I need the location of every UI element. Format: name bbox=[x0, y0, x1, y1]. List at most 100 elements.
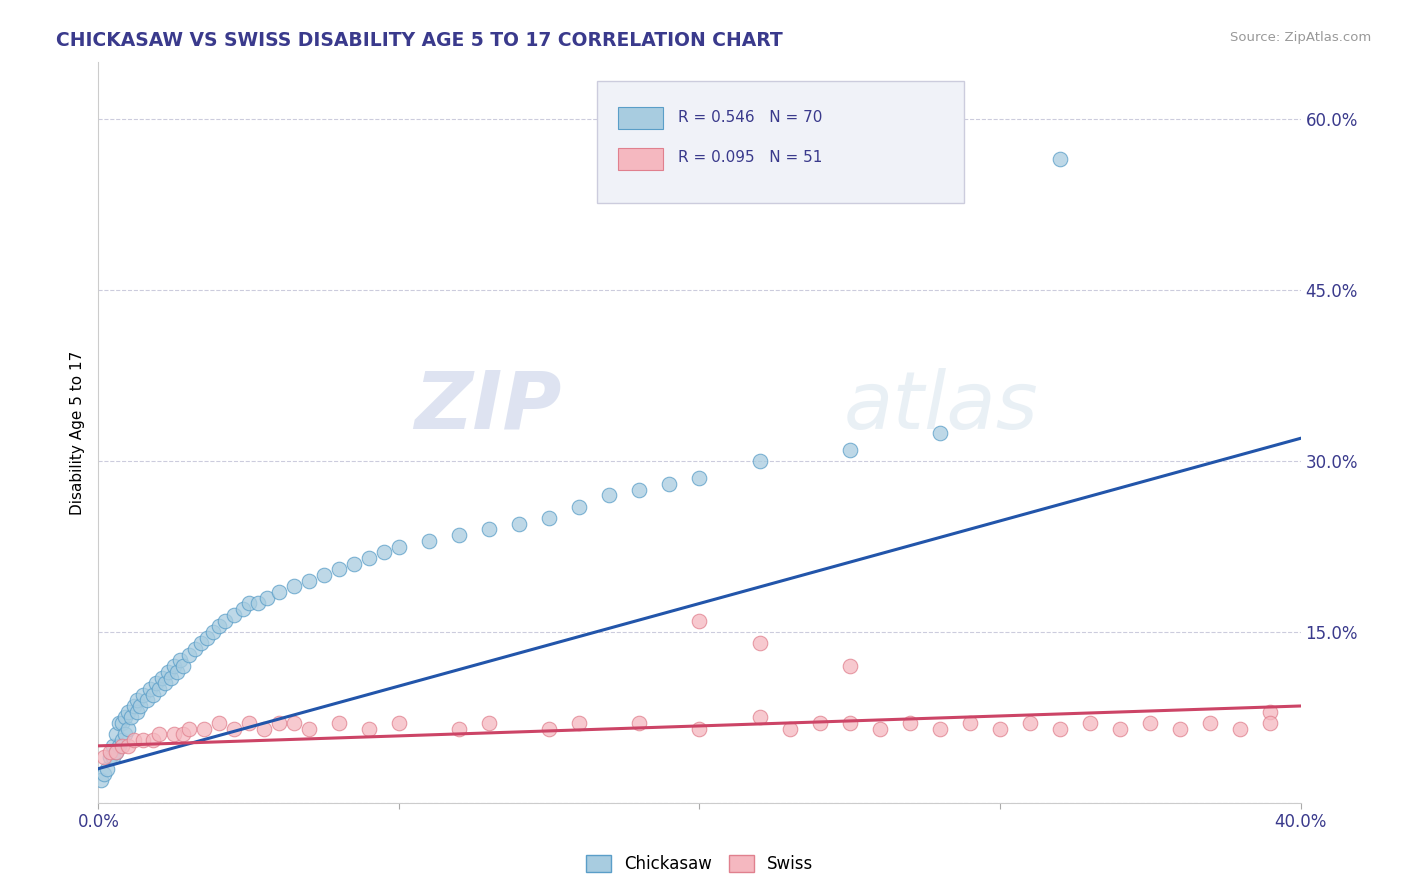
Point bbox=[568, 500, 591, 514]
Point bbox=[298, 722, 321, 736]
Point bbox=[127, 693, 149, 707]
Point bbox=[748, 636, 770, 650]
Point bbox=[124, 698, 146, 713]
Point bbox=[838, 442, 860, 457]
Point bbox=[838, 659, 860, 673]
Point bbox=[283, 716, 305, 731]
Point bbox=[568, 716, 591, 731]
Point bbox=[195, 631, 218, 645]
Point bbox=[779, 722, 801, 736]
Point bbox=[135, 693, 157, 707]
Point bbox=[838, 716, 860, 731]
FancyBboxPatch shape bbox=[598, 81, 965, 203]
Point bbox=[808, 716, 831, 731]
Point bbox=[418, 533, 440, 548]
Point bbox=[343, 557, 366, 571]
Point bbox=[114, 727, 136, 741]
Point bbox=[1170, 722, 1192, 736]
Point bbox=[689, 722, 711, 736]
Point bbox=[145, 676, 167, 690]
Point bbox=[869, 722, 891, 736]
Point bbox=[132, 688, 155, 702]
FancyBboxPatch shape bbox=[617, 147, 664, 169]
Point bbox=[222, 722, 245, 736]
Legend: Chickasaw, Swiss: Chickasaw, Swiss bbox=[579, 848, 820, 880]
Point bbox=[183, 642, 205, 657]
Text: atlas: atlas bbox=[844, 368, 1039, 446]
Point bbox=[105, 727, 128, 741]
Point bbox=[929, 722, 952, 736]
Point bbox=[447, 528, 470, 542]
Point bbox=[111, 716, 134, 731]
Point bbox=[689, 614, 711, 628]
Point bbox=[141, 733, 163, 747]
Text: ZIP: ZIP bbox=[413, 368, 561, 446]
Point bbox=[117, 705, 139, 719]
Point bbox=[193, 722, 215, 736]
Point bbox=[214, 614, 236, 628]
Point bbox=[105, 745, 128, 759]
Point bbox=[1049, 153, 1071, 167]
Text: Source: ZipAtlas.com: Source: ZipAtlas.com bbox=[1230, 31, 1371, 45]
Y-axis label: Disability Age 5 to 17: Disability Age 5 to 17 bbox=[69, 351, 84, 515]
Point bbox=[628, 716, 651, 731]
Point bbox=[1139, 716, 1161, 731]
Point bbox=[108, 739, 131, 753]
Point bbox=[478, 716, 501, 731]
Point bbox=[628, 483, 651, 497]
Point bbox=[100, 745, 122, 759]
Point bbox=[93, 750, 115, 764]
Point bbox=[117, 739, 139, 753]
Point bbox=[148, 727, 170, 741]
Point bbox=[156, 665, 179, 679]
Point bbox=[172, 659, 194, 673]
Point bbox=[1260, 716, 1282, 731]
Point bbox=[598, 488, 620, 502]
Point bbox=[111, 739, 134, 753]
Point bbox=[538, 511, 561, 525]
Point bbox=[150, 671, 173, 685]
Point bbox=[177, 722, 200, 736]
Point bbox=[1049, 722, 1071, 736]
Point bbox=[1019, 716, 1042, 731]
Point bbox=[689, 471, 711, 485]
FancyBboxPatch shape bbox=[617, 107, 664, 129]
Point bbox=[283, 579, 305, 593]
Point bbox=[538, 722, 561, 736]
Point bbox=[256, 591, 278, 605]
Point bbox=[1109, 722, 1132, 736]
Point bbox=[111, 733, 134, 747]
Point bbox=[748, 710, 770, 724]
Point bbox=[208, 716, 231, 731]
Point bbox=[103, 739, 125, 753]
Text: CHICKASAW VS SWISS DISABILITY AGE 5 TO 17 CORRELATION CHART: CHICKASAW VS SWISS DISABILITY AGE 5 TO 1… bbox=[56, 31, 783, 50]
Point bbox=[166, 665, 188, 679]
Point bbox=[162, 727, 184, 741]
Point bbox=[90, 772, 112, 787]
Point bbox=[478, 523, 501, 537]
Point bbox=[898, 716, 921, 731]
Point bbox=[388, 540, 411, 554]
Point bbox=[1199, 716, 1222, 731]
Point bbox=[177, 648, 200, 662]
Point bbox=[114, 710, 136, 724]
Point bbox=[172, 727, 194, 741]
Point bbox=[238, 597, 260, 611]
Point bbox=[988, 722, 1011, 736]
Point bbox=[447, 722, 470, 736]
Point bbox=[190, 636, 212, 650]
Point bbox=[328, 716, 350, 731]
Point bbox=[238, 716, 260, 731]
Point bbox=[328, 562, 350, 576]
Point bbox=[169, 653, 191, 667]
Point bbox=[1260, 705, 1282, 719]
Point bbox=[959, 716, 981, 731]
Point bbox=[929, 425, 952, 440]
Point bbox=[105, 745, 128, 759]
Point bbox=[201, 624, 224, 639]
Point bbox=[246, 597, 269, 611]
Point bbox=[222, 607, 245, 622]
Point bbox=[108, 716, 131, 731]
Point bbox=[267, 585, 290, 599]
Point bbox=[232, 602, 254, 616]
